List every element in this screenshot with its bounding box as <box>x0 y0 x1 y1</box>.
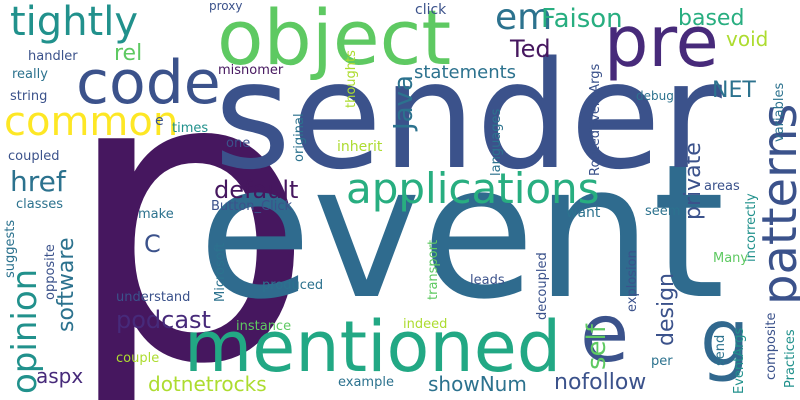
word-em: em <box>495 0 553 38</box>
word-based: based <box>678 6 745 31</box>
word-shownum: showNum <box>428 372 527 396</box>
word-software: software <box>54 237 79 332</box>
word-statements: statements <box>414 62 517 83</box>
word-make: make <box>138 207 174 222</box>
word-proxy: proxy <box>209 0 243 13</box>
word-transport: transport <box>426 239 441 300</box>
word-object: object <box>217 0 452 82</box>
word-per: per <box>651 354 673 369</box>
word-sender: sender <box>214 30 722 202</box>
word-variables: variables <box>772 82 787 142</box>
word-nofollow: nofollow <box>554 370 647 395</box>
word-seem: seem <box>645 204 681 219</box>
word-e-big: e <box>580 287 630 380</box>
word-button-click: Button_Click <box>211 199 293 214</box>
word-really: really <box>12 67 48 82</box>
word-times: times <box>172 121 209 136</box>
word-opposite: opposite <box>43 244 58 300</box>
word-couple: couple <box>116 351 160 366</box>
word-href: href <box>10 165 66 198</box>
word-routedeventargs: RoutedEventArgs <box>588 63 603 176</box>
word-applications: applications <box>346 164 600 213</box>
word-p: p <box>62 0 316 400</box>
word-aspx: aspx <box>36 364 84 388</box>
word-practices: Practices <box>783 329 798 388</box>
word-composite: composite <box>764 312 779 380</box>
word-one: one <box>226 136 251 151</box>
word-many: Many <box>713 251 749 266</box>
word-languages: languages <box>489 108 504 176</box>
word-instance: instance <box>236 319 292 334</box>
word-decoupled: decoupled <box>535 252 550 320</box>
word-common: common <box>4 99 179 145</box>
word-click: click <box>415 2 447 18</box>
word-pre: pre <box>604 1 719 83</box>
word-code: code <box>76 48 221 118</box>
word-default: default <box>214 176 299 204</box>
word-leads: leads <box>470 273 505 288</box>
word-event: event <box>198 124 725 340</box>
word-produced: produced <box>262 278 324 293</box>
word-eventargs: EventArgs <box>732 327 747 394</box>
word-c: C <box>144 230 161 258</box>
word-e-small: e <box>155 113 164 129</box>
word-java: Java <box>389 75 419 130</box>
word-misnomer: misnomer <box>218 63 284 78</box>
word-dotnetrocks: dotnetrocks <box>148 372 267 396</box>
word-faison: Faison <box>541 4 623 34</box>
word-podcast: podcast <box>116 306 211 334</box>
word-void: void <box>726 27 769 51</box>
word-handler: handler <box>28 49 78 64</box>
word-suggests: suggests <box>3 219 18 278</box>
word-mentioned: mentioned <box>184 306 562 388</box>
word-areas: areas <box>704 179 740 194</box>
word-string: string <box>10 89 48 104</box>
word-original: original <box>292 113 307 162</box>
word-classes: classes <box>16 197 64 212</box>
word-private: private <box>681 142 706 220</box>
word-send: send <box>713 334 728 366</box>
word-rel: rel <box>114 41 143 66</box>
word-thoughts: thoughts <box>344 50 359 108</box>
word-self: self <box>582 324 612 370</box>
word-explosion: explosion <box>625 250 640 312</box>
word-inherit: inherit <box>337 139 383 155</box>
word-design: design <box>654 273 679 346</box>
word-debug: debug <box>636 89 674 103</box>
word-ted: Ted <box>510 35 551 63</box>
word-net: NET <box>712 78 756 103</box>
word-tightly: tightly <box>10 0 139 45</box>
word-coupled: coupled <box>8 149 60 164</box>
word-microsoft: Microsoft <box>213 242 228 302</box>
word-indeed: indeed <box>403 317 448 332</box>
word-understand: understand <box>116 290 191 305</box>
word-g: g <box>700 294 750 384</box>
word-want: want <box>566 205 601 221</box>
word-example: example <box>338 375 394 390</box>
